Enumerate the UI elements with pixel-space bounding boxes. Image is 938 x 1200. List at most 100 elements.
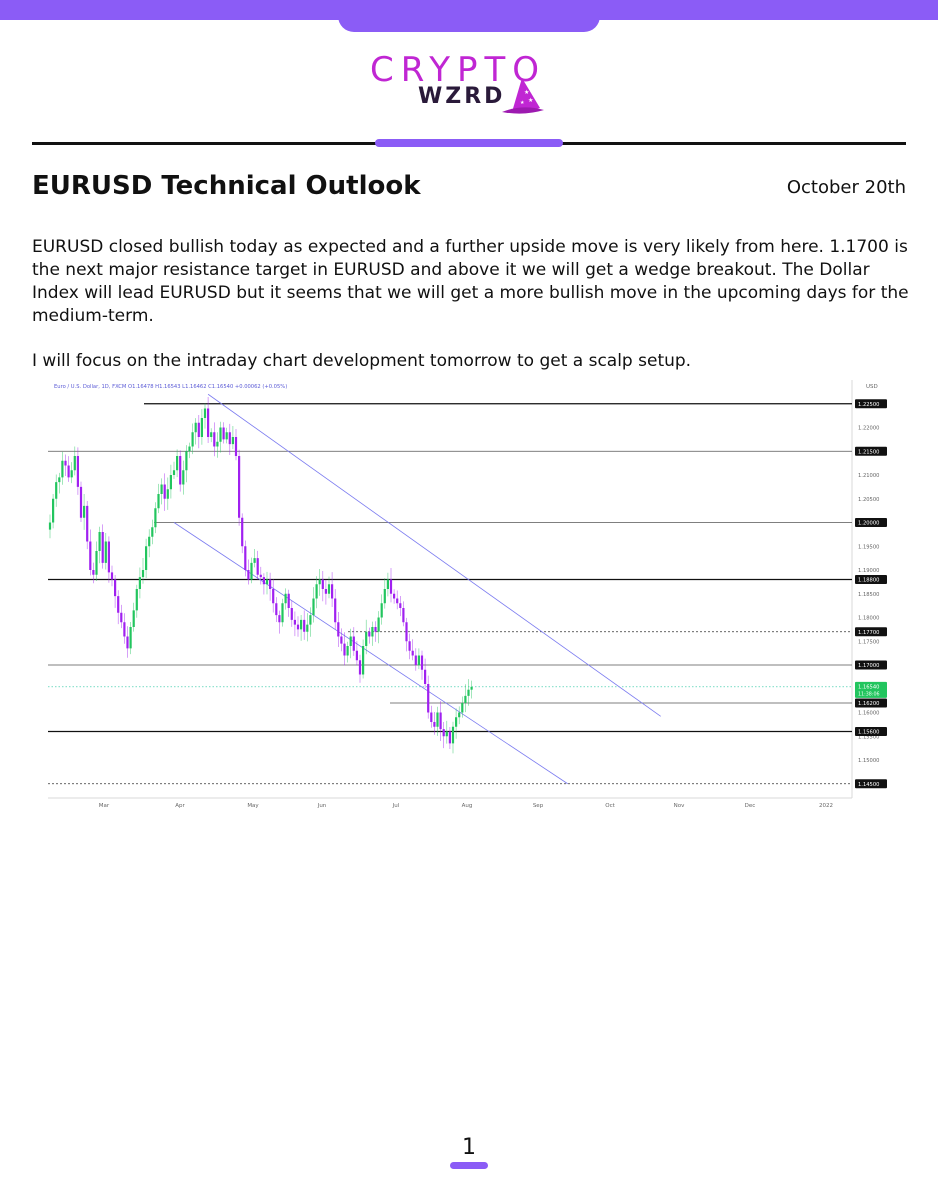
candle-body: [70, 470, 73, 478]
candle-body: [408, 641, 411, 651]
candle-body: [110, 572, 114, 580]
candle-body: [259, 574, 262, 578]
candle-body: [349, 636, 352, 646]
candle-body: [200, 418, 203, 437]
candle-body: [95, 551, 98, 575]
x-tick-label: Aug: [462, 803, 473, 809]
level-label: 1.20000: [858, 521, 879, 527]
candle-body: [225, 432, 228, 440]
candle-body: [293, 619, 296, 625]
candle-body: [383, 589, 386, 604]
top-accent-tab: [338, 0, 600, 32]
candle-body: [393, 593, 396, 599]
candle-body: [120, 612, 123, 623]
candle-body: [290, 608, 293, 620]
candle-body: [114, 579, 117, 597]
candle-body: [176, 456, 179, 471]
candle-body: [148, 536, 151, 547]
candle-body: [76, 456, 79, 487]
candle-body: [371, 627, 374, 637]
candle-body: [272, 589, 275, 604]
candle-body: [185, 451, 188, 471]
candle-body: [182, 470, 185, 485]
candle-body: [436, 712, 439, 727]
y-tick-label: 1.22000: [858, 426, 879, 432]
crypto-wzrd-logo: CRYPTO WZRD ★ ★ ★: [370, 52, 570, 118]
candle-body: [318, 579, 321, 585]
level-label: 1.15600: [858, 730, 879, 736]
candle-body: [160, 484, 163, 494]
analysis-paragraph: EURUSD closed bullish today as expected …: [32, 237, 909, 326]
candle-body: [386, 579, 389, 589]
candle-body: [135, 589, 138, 611]
x-tick-label: Sep: [533, 803, 544, 809]
candle-body: [234, 437, 238, 456]
candle-body: [296, 624, 300, 630]
candle-body: [101, 532, 104, 563]
candle-body: [123, 622, 126, 637]
page-title: EURUSD Technical Outlook: [32, 171, 421, 201]
y-tick-label: 1.21000: [858, 473, 879, 479]
candle-body: [219, 427, 222, 442]
candle-body: [433, 722, 436, 727]
candle-body: [424, 669, 427, 684]
level-label: 1.16200: [858, 701, 879, 707]
candle-body: [216, 441, 219, 447]
x-tick-label: Jul: [392, 803, 400, 809]
candle-body: [52, 498, 55, 523]
candle-body: [420, 655, 424, 670]
level-label: 1.14500: [858, 782, 879, 788]
candle-body: [439, 712, 442, 730]
candle-body: [284, 593, 287, 604]
candle-body: [169, 475, 172, 490]
current-price-countdown: 11:38:06: [858, 691, 880, 697]
candle-body: [166, 489, 169, 499]
candle-body: [312, 598, 315, 616]
candle-body: [238, 456, 241, 518]
candle-body: [256, 558, 259, 575]
eurusd-chart: Euro / U.S. Dollar, 1D, FXCM O1.16478 H1…: [48, 380, 891, 812]
candle-body: [67, 465, 70, 478]
candle-body: [461, 703, 464, 713]
candle-body: [442, 729, 445, 737]
candle-body: [352, 636, 355, 651]
candle-body: [346, 646, 349, 656]
y-tick-label: 1.19500: [858, 544, 879, 550]
y-tick-label: 1.20500: [858, 497, 879, 503]
svg-text:★: ★: [528, 97, 533, 104]
level-label: 1.17700: [858, 630, 879, 636]
candle-body: [303, 619, 306, 632]
y-tick-label: 1.16000: [858, 711, 879, 717]
current-price-label: 1.16540: [858, 684, 879, 690]
page-number-bar: [450, 1162, 488, 1169]
candle-body: [278, 615, 281, 623]
candle-body: [262, 577, 265, 585]
candle-body: [445, 731, 448, 737]
candle-body: [107, 541, 110, 573]
level-label-box: [855, 575, 887, 584]
candle-body: [241, 517, 244, 547]
candle-body: [117, 596, 120, 613]
candle-body: [377, 617, 380, 632]
candle-body: [154, 508, 157, 528]
candle-body: [157, 494, 160, 509]
y-tick-label: 1.15000: [858, 758, 879, 764]
level-label-box: [855, 446, 887, 456]
candle-body: [104, 541, 107, 563]
candle-body: [141, 570, 145, 578]
candle-body: [430, 712, 433, 722]
candle-body: [331, 584, 334, 599]
candle-body: [194, 422, 197, 433]
candle-body: [269, 579, 272, 589]
level-label-box: [855, 518, 887, 527]
candle-body: [411, 650, 414, 656]
candle-body: [306, 624, 309, 632]
candle-body: [358, 660, 362, 675]
candle-body: [337, 622, 340, 637]
candle-body: [275, 603, 278, 616]
candle-body: [126, 636, 129, 649]
y-tick-label: 1.19000: [858, 568, 879, 574]
x-tick-label: Dec: [745, 803, 756, 809]
candle-body: [448, 731, 451, 744]
x-tick-label: Oct: [605, 803, 615, 809]
